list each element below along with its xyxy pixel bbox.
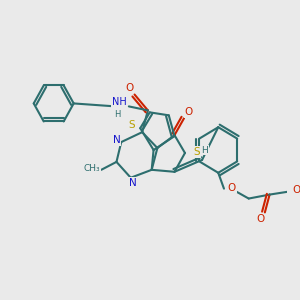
Text: NH: NH: [112, 98, 127, 107]
Text: O: O: [256, 214, 264, 224]
Text: O: O: [292, 184, 300, 195]
Text: S: S: [128, 120, 135, 130]
Text: H: H: [202, 146, 208, 154]
Text: O: O: [227, 183, 236, 193]
Text: O: O: [184, 107, 193, 117]
Text: N: N: [129, 178, 136, 188]
Text: H: H: [114, 110, 121, 119]
Text: S: S: [193, 147, 200, 157]
Text: N: N: [112, 135, 120, 145]
Text: CH₃: CH₃: [83, 164, 100, 173]
Text: O: O: [126, 82, 134, 93]
